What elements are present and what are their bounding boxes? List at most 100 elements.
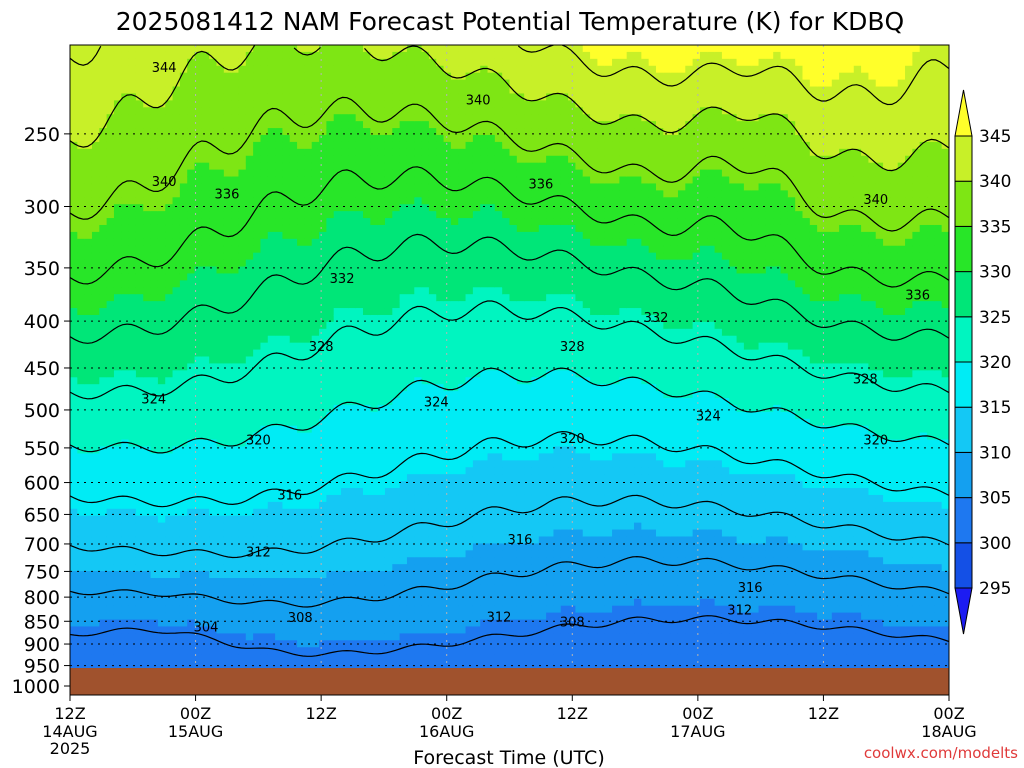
shade-cell xyxy=(70,72,78,81)
shade-cell xyxy=(179,619,188,628)
shade-cell xyxy=(421,598,430,607)
shade-cell xyxy=(91,626,100,634)
shade-cell xyxy=(179,363,188,371)
shade-cell xyxy=(209,287,218,295)
shade-cell xyxy=(113,501,122,510)
shade-cell xyxy=(370,273,379,281)
shade-cell xyxy=(472,169,481,178)
shade-cell xyxy=(106,204,115,212)
shade-cell xyxy=(91,252,100,261)
shade-cell xyxy=(311,536,320,544)
shade-cell xyxy=(472,231,481,240)
shade-cell xyxy=(458,176,467,185)
shade-cell xyxy=(414,370,423,378)
shade-cell xyxy=(326,550,335,558)
shade-cell xyxy=(231,432,240,441)
shade-cell xyxy=(70,453,78,461)
shade-cell xyxy=(143,550,152,558)
shade-cell xyxy=(128,398,137,406)
shade-cell xyxy=(333,363,342,371)
shade-cell xyxy=(311,169,320,178)
shade-cell xyxy=(165,384,174,392)
shade-cell xyxy=(311,65,320,74)
shade-cell xyxy=(216,321,225,330)
shade-cell xyxy=(406,100,415,108)
shade-cell xyxy=(260,543,269,551)
shade-cell xyxy=(472,328,481,337)
shade-cell xyxy=(297,252,305,261)
shade-cell xyxy=(209,384,218,392)
shade-cell xyxy=(282,605,291,614)
shade-cell xyxy=(414,259,423,268)
shade-cell xyxy=(91,79,100,88)
shade-cell xyxy=(370,633,379,641)
shade-cell xyxy=(223,501,232,510)
shade-cell xyxy=(209,432,218,441)
shade-cell xyxy=(392,349,401,358)
shade-cell xyxy=(282,218,291,226)
shade-cell xyxy=(260,218,269,226)
shade-cell xyxy=(135,176,144,185)
shade-cell xyxy=(304,501,313,510)
shade-cell xyxy=(275,377,284,385)
shade-cell xyxy=(77,86,86,95)
shade-cell xyxy=(333,494,342,503)
shade-cell xyxy=(128,211,137,219)
shade-cell xyxy=(157,363,166,371)
shade-cell xyxy=(465,238,474,247)
shade-cell xyxy=(421,314,430,323)
shade-cell xyxy=(275,245,284,254)
shade-cell xyxy=(348,107,357,115)
shade-cell xyxy=(333,86,342,95)
shade-cell xyxy=(143,578,152,586)
shade-cell xyxy=(179,578,188,586)
shade-cell xyxy=(341,508,349,517)
shade-cell xyxy=(209,259,218,268)
shade-cell xyxy=(428,446,437,455)
shade-cell xyxy=(363,446,371,455)
shade-cell xyxy=(436,591,445,600)
shade-cell xyxy=(370,439,379,448)
shade-cell xyxy=(370,661,379,668)
shade-cell xyxy=(363,356,371,365)
shade-cell xyxy=(245,342,254,351)
shade-cell xyxy=(216,314,225,323)
shade-cell xyxy=(223,647,232,655)
shade-cell xyxy=(70,404,78,413)
shade-cell xyxy=(209,488,218,496)
shade-cell xyxy=(223,536,232,544)
shade-cell xyxy=(443,404,452,413)
shade-cell xyxy=(70,86,78,95)
shade-cell xyxy=(282,231,291,240)
shade-cell xyxy=(223,148,232,157)
shade-cell xyxy=(326,439,335,448)
shade-cell xyxy=(326,584,335,593)
shade-cell xyxy=(70,218,78,226)
shade-cell xyxy=(399,294,408,302)
shade-cell xyxy=(363,654,371,662)
shade-cell xyxy=(414,72,423,81)
shade-cell xyxy=(399,204,408,212)
shade-cell xyxy=(223,141,232,150)
shade-cell xyxy=(384,231,393,240)
shade-cell xyxy=(187,529,196,538)
shade-cell xyxy=(223,58,232,67)
shade-cell xyxy=(216,238,225,247)
shade-cell xyxy=(238,508,247,517)
shade-cell xyxy=(333,598,342,607)
shade-cell xyxy=(267,391,276,399)
shade-cell xyxy=(341,571,349,579)
shade-cell xyxy=(326,301,335,309)
shade-cell xyxy=(157,280,166,288)
shade-cell xyxy=(465,204,474,212)
shade-cell xyxy=(157,273,166,281)
shade-cell xyxy=(414,584,423,593)
shade-cell xyxy=(377,578,386,586)
shade-cell xyxy=(91,141,100,150)
shade-cell xyxy=(304,370,313,378)
shade-cell xyxy=(172,571,181,579)
shade-cell xyxy=(297,86,305,95)
shade-cell xyxy=(194,245,203,254)
shade-cell xyxy=(355,550,364,558)
shade-cell xyxy=(348,114,357,122)
